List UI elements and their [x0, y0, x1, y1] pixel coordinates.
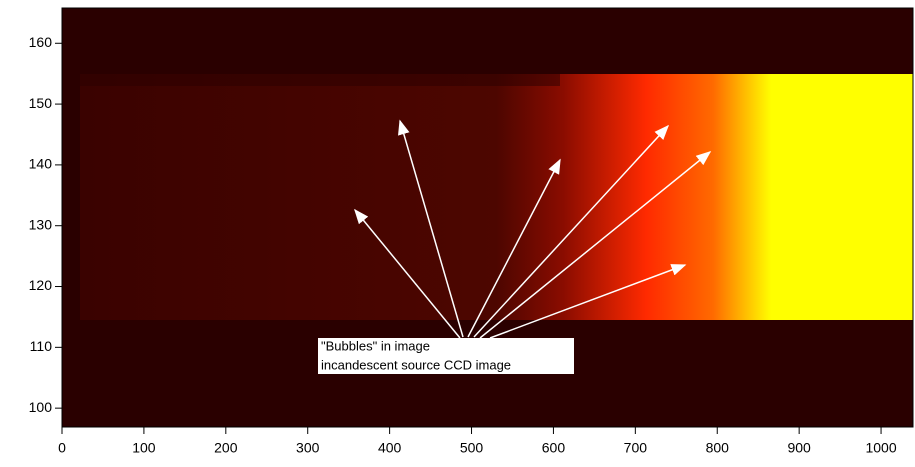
x-tick-label: 200 [214, 440, 238, 456]
plot-frame [61, 7, 914, 428]
x-tick-label: 400 [378, 440, 402, 456]
y-tick-label: 100 [29, 399, 53, 415]
annotation: "Bubbles" in image [321, 338, 430, 353]
x-tick-label: 500 [460, 440, 484, 456]
x-tick-label: 700 [624, 440, 648, 456]
x-tick-label: 900 [787, 440, 811, 456]
x-tick-label: 800 [706, 440, 730, 456]
x-tick-label: 1000 [865, 440, 896, 456]
arrows [354, 119, 712, 339]
annotation-box [318, 338, 574, 374]
y-tick-label: 160 [29, 34, 53, 50]
y-tick-label: 110 [30, 338, 53, 354]
annotation: incandescent source CCD image [321, 357, 511, 372]
y-tick-label: 140 [29, 156, 53, 172]
x-tick-label: 0 [58, 440, 66, 456]
heatmap-image [62, 8, 913, 427]
y-tick-label: 120 [29, 277, 53, 293]
y-tick-label: 130 [29, 216, 53, 232]
x-tick-label: 100 [132, 440, 156, 456]
x-tick-label: 600 [542, 440, 566, 456]
y-tick-label: 150 [29, 95, 53, 111]
x-tick-label: 300 [296, 440, 320, 456]
